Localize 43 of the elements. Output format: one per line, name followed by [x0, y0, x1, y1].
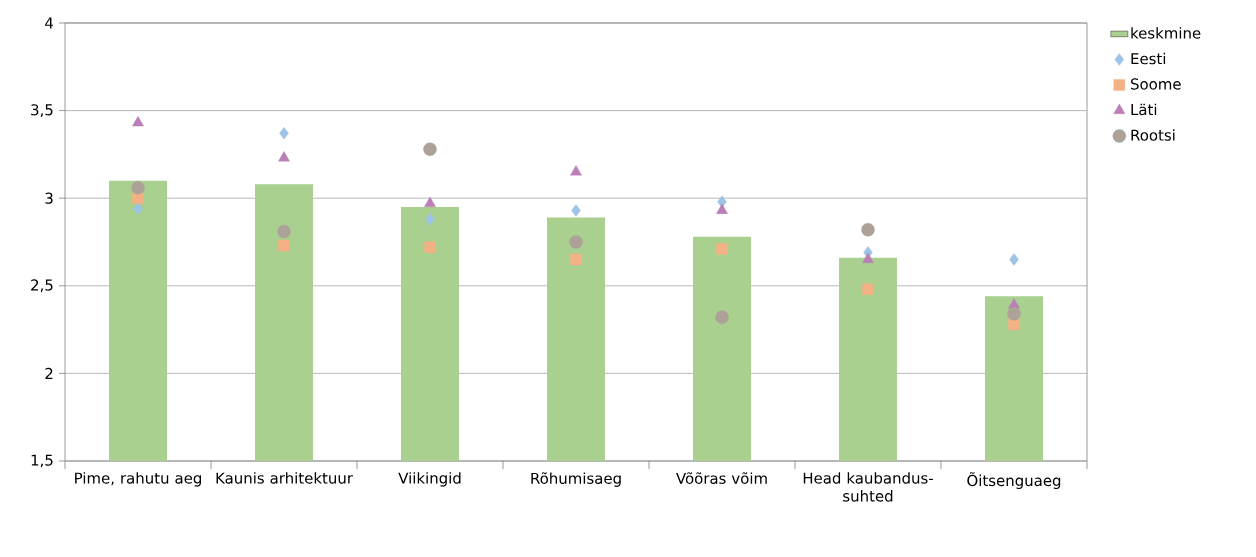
point	[131, 180, 145, 195]
point	[570, 253, 582, 266]
point	[716, 203, 728, 214]
x-tick-label: Rõhumisaeg	[531, 472, 621, 487]
point	[132, 116, 144, 127]
point	[423, 142, 437, 156]
point	[861, 223, 875, 237]
point	[1008, 318, 1020, 331]
point	[278, 239, 290, 252]
point	[862, 252, 874, 263]
x-tick-label: Pime, rahutu aeg	[75, 472, 201, 487]
point	[425, 213, 435, 226]
legend-label: Eesti	[1131, 52, 1166, 65]
point	[132, 192, 144, 204]
point	[862, 283, 874, 295]
legend-label: Rootsi	[1131, 129, 1175, 141]
point	[424, 241, 436, 253]
y-tick-label: 2,5	[31, 279, 53, 293]
y-tick-label: 4	[45, 17, 53, 29]
legend-label: Soome	[1131, 78, 1181, 90]
legend-label: Läti	[1131, 103, 1157, 116]
point	[569, 235, 583, 249]
legend-label: keskmine	[1131, 27, 1201, 39]
y-tick-label: 3	[45, 192, 53, 204]
point	[571, 204, 581, 217]
y-tick-label: 3,5	[31, 104, 53, 117]
x-tick-label: Õitsenguaeg	[967, 472, 1061, 490]
x-tick-label: Võõras võim	[676, 472, 767, 484]
point	[279, 127, 289, 140]
point	[133, 202, 143, 215]
point	[1009, 253, 1019, 266]
point	[715, 310, 729, 325]
x-tick-label: Head kaubandus-suhted	[803, 472, 933, 502]
point	[1007, 307, 1021, 321]
point	[277, 224, 291, 239]
point	[570, 165, 582, 176]
x-tick-label: Kaunis arhitektuur	[216, 472, 353, 484]
y-tick-label: 2	[45, 367, 53, 379]
y-tick-label: 1,5	[31, 454, 53, 468]
point	[424, 196, 436, 207]
point	[278, 151, 290, 162]
point	[716, 243, 728, 255]
x-tick-label: Viikingid	[398, 472, 461, 487]
